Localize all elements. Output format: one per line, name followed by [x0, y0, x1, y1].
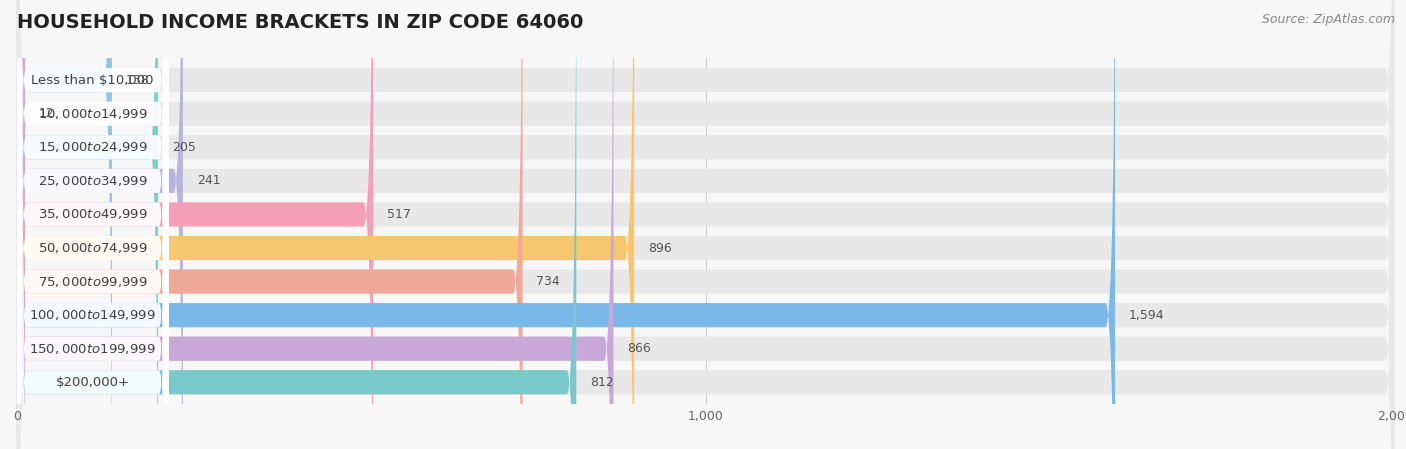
FancyBboxPatch shape	[17, 0, 1395, 449]
Text: 812: 812	[591, 376, 614, 389]
FancyBboxPatch shape	[17, 0, 169, 449]
Text: 866: 866	[627, 342, 651, 355]
Text: 138: 138	[125, 74, 149, 87]
FancyBboxPatch shape	[17, 0, 523, 449]
Text: $200,000+: $200,000+	[56, 376, 129, 389]
Text: $100,000 to $149,999: $100,000 to $149,999	[30, 308, 156, 322]
Text: 12: 12	[39, 107, 55, 120]
Text: 896: 896	[648, 242, 672, 255]
FancyBboxPatch shape	[17, 0, 1395, 449]
Text: 734: 734	[536, 275, 560, 288]
FancyBboxPatch shape	[17, 0, 1395, 449]
Text: $150,000 to $199,999: $150,000 to $199,999	[30, 342, 156, 356]
FancyBboxPatch shape	[17, 0, 183, 449]
FancyBboxPatch shape	[17, 0, 373, 449]
FancyBboxPatch shape	[17, 0, 169, 449]
FancyBboxPatch shape	[17, 0, 1395, 449]
FancyBboxPatch shape	[17, 0, 169, 449]
Text: Less than $10,000: Less than $10,000	[31, 74, 153, 87]
Text: $75,000 to $99,999: $75,000 to $99,999	[38, 275, 148, 289]
Text: 205: 205	[172, 141, 195, 154]
FancyBboxPatch shape	[17, 0, 169, 449]
Text: 241: 241	[197, 174, 221, 187]
FancyBboxPatch shape	[17, 0, 169, 449]
Text: 517: 517	[387, 208, 411, 221]
Text: $35,000 to $49,999: $35,000 to $49,999	[38, 207, 148, 221]
FancyBboxPatch shape	[17, 0, 576, 449]
FancyBboxPatch shape	[17, 0, 157, 449]
Text: Source: ZipAtlas.com: Source: ZipAtlas.com	[1261, 13, 1395, 26]
Text: $15,000 to $24,999: $15,000 to $24,999	[38, 141, 148, 154]
FancyBboxPatch shape	[17, 0, 1395, 449]
FancyBboxPatch shape	[17, 0, 613, 449]
Text: $25,000 to $34,999: $25,000 to $34,999	[38, 174, 148, 188]
FancyBboxPatch shape	[17, 0, 169, 449]
FancyBboxPatch shape	[17, 0, 112, 449]
FancyBboxPatch shape	[17, 0, 1395, 449]
FancyBboxPatch shape	[17, 0, 1395, 449]
FancyBboxPatch shape	[17, 0, 169, 449]
FancyBboxPatch shape	[17, 0, 1395, 449]
FancyBboxPatch shape	[17, 0, 1115, 449]
FancyBboxPatch shape	[17, 0, 634, 449]
Text: 1,594: 1,594	[1129, 308, 1164, 321]
Text: $50,000 to $74,999: $50,000 to $74,999	[38, 241, 148, 255]
FancyBboxPatch shape	[17, 0, 169, 449]
FancyBboxPatch shape	[17, 0, 169, 449]
FancyBboxPatch shape	[17, 0, 1395, 449]
Text: HOUSEHOLD INCOME BRACKETS IN ZIP CODE 64060: HOUSEHOLD INCOME BRACKETS IN ZIP CODE 64…	[17, 13, 583, 32]
FancyBboxPatch shape	[15, 0, 27, 449]
FancyBboxPatch shape	[17, 0, 1395, 449]
Text: $10,000 to $14,999: $10,000 to $14,999	[38, 107, 148, 121]
FancyBboxPatch shape	[17, 0, 169, 449]
